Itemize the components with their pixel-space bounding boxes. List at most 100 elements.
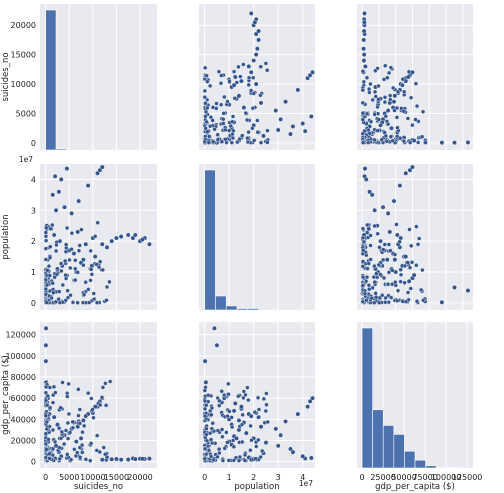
scatter-point xyxy=(402,280,407,285)
scatter-point xyxy=(414,299,420,304)
scatter-point xyxy=(387,229,393,235)
scatter-point xyxy=(226,391,231,397)
scatter-point xyxy=(222,392,227,398)
scatter-point xyxy=(381,247,386,252)
scatter-point xyxy=(47,273,53,278)
scatter-point xyxy=(97,259,103,264)
scatter-point xyxy=(361,28,367,34)
scatter-point xyxy=(237,136,242,142)
scatter-point xyxy=(202,398,208,404)
histogram-bar xyxy=(372,409,384,469)
scatter-point xyxy=(49,295,54,301)
scatter-point xyxy=(388,97,393,102)
scatter-point xyxy=(388,65,394,70)
scatter-point xyxy=(73,266,78,271)
scatter-point xyxy=(91,291,96,296)
x-tick-label: 100000 xyxy=(431,473,462,482)
scatter-point xyxy=(251,91,256,96)
scatter-point xyxy=(258,424,264,430)
scatter-point xyxy=(202,94,208,100)
scatter-point xyxy=(368,257,373,262)
scatter-point xyxy=(91,296,97,302)
scatter-point xyxy=(381,275,387,281)
scatter-point xyxy=(395,125,400,130)
scatter-point xyxy=(94,433,100,438)
scatter-point xyxy=(87,300,92,305)
scatter-point xyxy=(63,428,69,433)
scatter-point xyxy=(239,78,244,84)
scatter-point xyxy=(411,138,417,143)
scatter-point xyxy=(273,426,279,432)
histogram-bar xyxy=(425,465,437,469)
scatter-point xyxy=(241,105,247,111)
scatter-point xyxy=(44,282,50,288)
scatter-point xyxy=(85,183,91,189)
scatter-point xyxy=(44,402,50,408)
scatter-point xyxy=(209,405,215,411)
scatter-point xyxy=(47,255,53,260)
scatter-point xyxy=(229,424,235,430)
scatter-point xyxy=(368,119,374,124)
scatter-point xyxy=(408,286,413,291)
scatter-point xyxy=(100,267,106,273)
scatter-point xyxy=(420,109,426,114)
scatter-point xyxy=(375,104,380,110)
scatter-point xyxy=(310,69,315,75)
scatter-point xyxy=(390,85,396,91)
scatter-point xyxy=(223,137,228,142)
scatter-point xyxy=(63,298,68,303)
scatter-point xyxy=(75,300,80,305)
scatter-point xyxy=(43,358,49,364)
scatter-point xyxy=(465,288,471,293)
scatter-point xyxy=(230,119,235,124)
scatter-point xyxy=(225,440,230,445)
scatter-point xyxy=(278,116,284,122)
scatter-point xyxy=(263,61,269,66)
scatter-point xyxy=(265,419,270,425)
scatter-point xyxy=(362,291,368,296)
scatter-point xyxy=(202,446,208,451)
scatter-point xyxy=(367,189,373,195)
scatter-point xyxy=(240,412,245,418)
scatter-point xyxy=(217,398,222,404)
scatter-point xyxy=(86,287,91,292)
y-tick-label: 80000 xyxy=(11,373,36,382)
scatter-point xyxy=(245,135,250,141)
scatter-point xyxy=(394,105,400,111)
scatter-point xyxy=(246,82,251,88)
scatter-point xyxy=(254,46,260,52)
scatter-point xyxy=(47,456,52,461)
scatter-point xyxy=(81,292,87,297)
scatter-point xyxy=(204,119,209,125)
panel-background xyxy=(40,164,157,310)
scatter-point xyxy=(63,242,69,247)
scatter-point xyxy=(43,441,49,447)
scatter-point xyxy=(52,173,58,179)
scatter-point xyxy=(258,64,263,69)
scatter-point xyxy=(43,230,49,235)
scatter-point xyxy=(290,449,296,455)
scatter-point xyxy=(92,404,98,410)
x-axis-label: suicides_no xyxy=(74,482,123,492)
y-tick-label: 0 xyxy=(31,299,36,308)
histogram-bar xyxy=(236,308,249,311)
scatter-point xyxy=(258,100,264,106)
scatter-point xyxy=(397,239,402,244)
scatter-point xyxy=(203,109,209,115)
scatter-point xyxy=(43,238,49,243)
scatter-point xyxy=(413,81,419,86)
panel-population-vs-suicides_no: 0 1 2 3 4 population 1e7 xyxy=(1,155,157,310)
scatter-point xyxy=(58,436,64,441)
scatter-point xyxy=(215,454,220,460)
panel-population-vs-population xyxy=(199,164,315,311)
scatter-point xyxy=(310,395,315,401)
histogram-bar xyxy=(435,467,448,469)
scatter-point xyxy=(62,258,68,264)
scatter-point xyxy=(302,128,308,134)
scatter-point xyxy=(379,137,384,142)
histogram-bar xyxy=(204,169,216,311)
scatter-point xyxy=(81,262,86,268)
scatter-point xyxy=(77,407,83,412)
scatter-point xyxy=(236,93,242,99)
x-tick-label: 0 xyxy=(43,473,48,482)
